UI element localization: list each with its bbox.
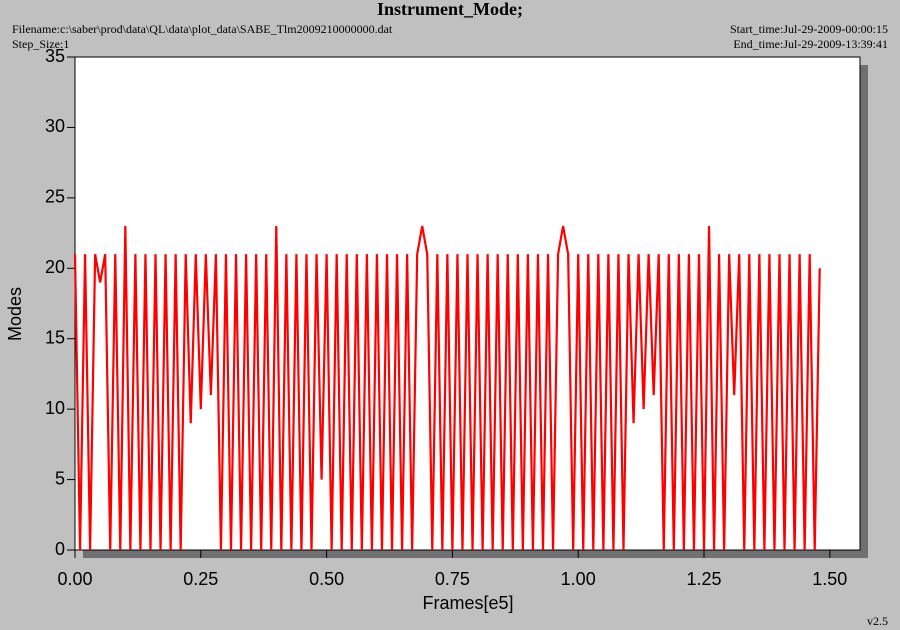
x-tick-label: 1.25	[686, 569, 721, 589]
y-tick-label: 10	[45, 398, 65, 418]
chart-title: Instrument_Mode;	[377, 0, 523, 19]
y-tick-label: 5	[55, 468, 65, 488]
x-tick-label: 0.00	[57, 569, 92, 589]
version: v2.5	[867, 614, 888, 628]
step-size: Step_Size:1	[12, 37, 69, 51]
x-tick-label: 0.75	[435, 569, 470, 589]
x-axis-label: Frames[e5]	[422, 593, 513, 613]
data-line	[73, 225, 821, 551]
y-tick-label: 0	[55, 539, 65, 559]
start-time: Start_time:Jul-29-2009-00:00:15	[730, 22, 888, 36]
y-tick-label: 30	[45, 116, 65, 136]
x-tick-label: 1.00	[561, 569, 596, 589]
marks	[73, 225, 821, 551]
filename: Filename:c:\saber\prod\data\QL\data\plot…	[12, 22, 393, 36]
x-tick-label: 0.25	[183, 569, 218, 589]
end-time: End_time:Jul-29-2009-13:39:41	[733, 37, 888, 51]
y-tick-label: 35	[45, 46, 65, 66]
y-tick-label: 25	[45, 187, 65, 207]
y-tick-label: 15	[45, 327, 65, 347]
y-tick-label: 20	[45, 257, 65, 277]
x-tick-label: 1.50	[812, 569, 847, 589]
x-tick-label: 0.50	[309, 569, 344, 589]
y-axis-label: Modes	[5, 287, 25, 341]
